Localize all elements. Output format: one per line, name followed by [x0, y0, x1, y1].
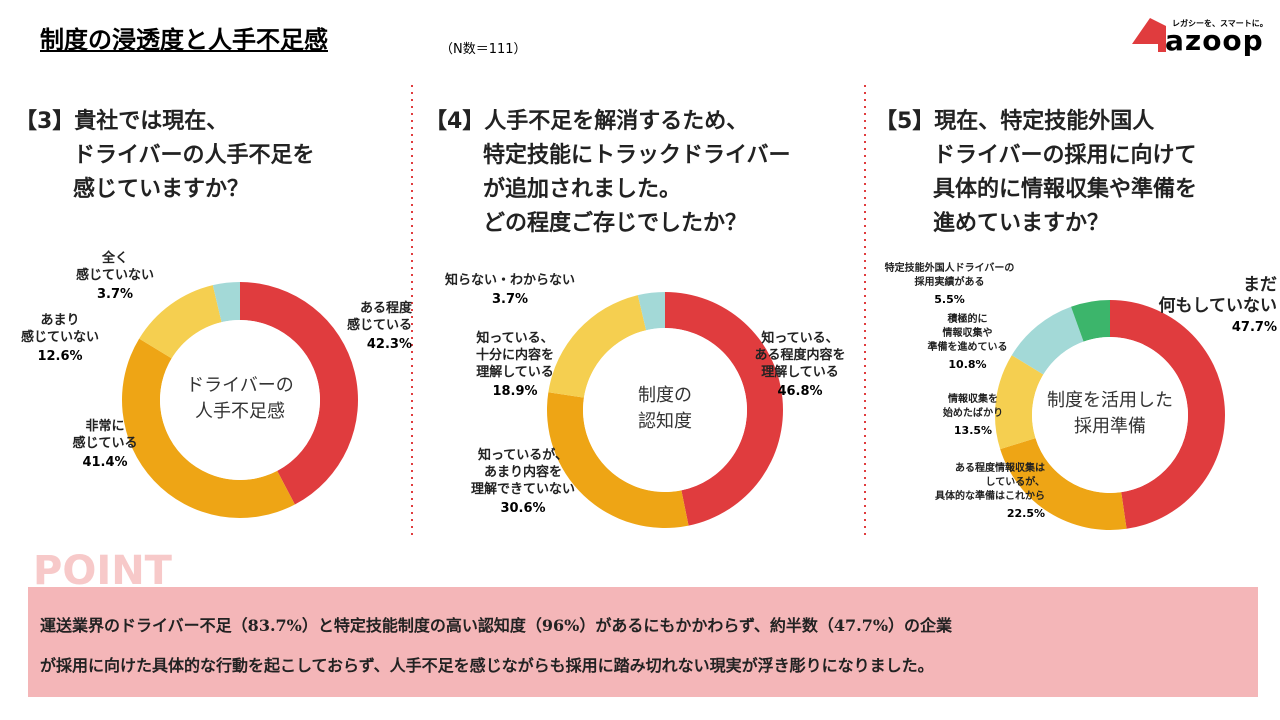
slice-label: 知っているが、 あまり内容を 理解できていない [470, 448, 575, 497]
donut-segment [637, 292, 665, 331]
slice-value: 47.7% [1231, 320, 1277, 335]
center-label: 制度の 認知度 [638, 385, 692, 432]
point-heading: POINT [33, 548, 172, 594]
slice-label: あまり 感じていない [20, 313, 99, 345]
question: 【5】現在、特定技能外国人 ドライバーの採用に向けて 具体的に情報収集や準備を … [875, 109, 1198, 236]
slice-label: 知らない・わからない [444, 273, 575, 288]
point-text: 運送業界のドライバー不足（83.7%）と特定技能制度の高い認知度（96%）がある… [40, 616, 953, 635]
donut-segment [547, 392, 689, 528]
slice-label: 知っている、 ある程度内容を 理解している [754, 331, 846, 380]
slice-value: 13.5% [953, 424, 993, 437]
slide-title: 制度の浸透度と人手不足感 [40, 26, 328, 54]
slice-value: 18.9% [492, 384, 538, 399]
point-text: が採用に向けた具体的な行動を起こしておらず、人手不足を感じながらも採用に踏み切れ… [40, 656, 934, 675]
logo-name: azoop [1165, 24, 1264, 57]
donut-hole [1032, 337, 1188, 493]
question: 【4】人手不足を解消するため、 特定技能にトラックドライバー が追加されました。… [425, 109, 791, 236]
question: 【3】貴社では現在、 ドライバーの人手不足を 感じていますか？ [15, 109, 315, 202]
slice-label: まだ 何もしていない [1158, 275, 1278, 316]
donut-segment [121, 338, 295, 518]
slice-label: ある程度 感じている [346, 301, 412, 333]
donut-segment [995, 355, 1044, 450]
logo-mark [1132, 18, 1166, 52]
slice-value: 41.4% [82, 455, 128, 470]
logo-tagline: レガシーを、スマートに。 [1172, 19, 1268, 28]
slice-value: 12.6% [37, 349, 83, 364]
donut-segment [1011, 306, 1084, 375]
slice-value: 3.7% [96, 287, 134, 302]
donut-segment [212, 282, 240, 323]
slice-label: 全く 感じていない [75, 251, 154, 283]
slice-value: 22.5% [1006, 507, 1045, 520]
slice-label: 非常に 感じている [72, 419, 138, 451]
slice-value: 46.8% [777, 384, 823, 399]
donut-segment [1000, 438, 1127, 530]
slice-label: 積極的に 情報収集や 準備を進めている [927, 314, 1008, 353]
slice-value: 3.7% [491, 292, 529, 307]
donut-segment [665, 292, 784, 526]
donut-segment [1110, 300, 1226, 529]
slice-value: 5.5% [934, 293, 965, 306]
sample-size: （N数＝111） [440, 42, 527, 57]
slice-label: 知っている、 十分に内容を 理解している [475, 331, 554, 380]
donut-segment [548, 295, 647, 398]
slice-label: 特定技能外国人ドライバーの 採用実績がある [884, 263, 1015, 288]
donut-hole [160, 320, 320, 480]
donut-segment [1071, 300, 1110, 342]
donut-hole [583, 328, 747, 492]
slice-value: 30.6% [500, 501, 546, 516]
slice-label: 情報収集を 始めたばかり [942, 394, 1004, 419]
center-label: ドライバーの 人手不足感 [186, 375, 294, 422]
slice-value: 10.8% [948, 358, 987, 371]
center-label: 制度を活用した 採用準備 [1047, 390, 1173, 437]
donut-segment [139, 285, 222, 359]
donut-segment [240, 282, 359, 505]
slice-value: 42.3% [366, 337, 412, 352]
slice-label: ある程度情報収集は しているが、 具体的な準備はこれから [935, 463, 1045, 502]
